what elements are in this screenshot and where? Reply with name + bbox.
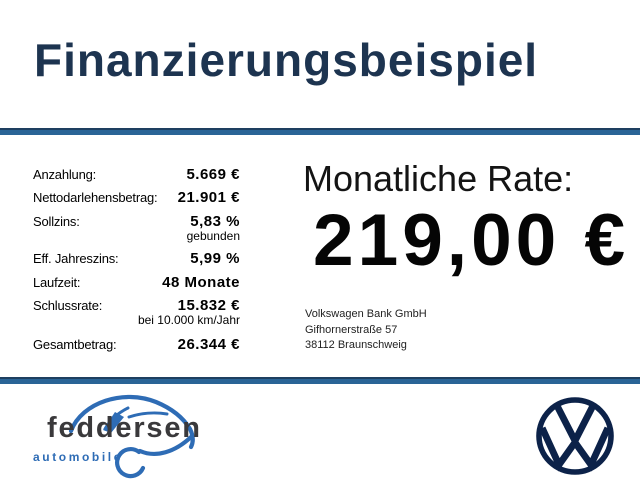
car-sketch-icon (68, 394, 195, 479)
row-value: 48 Monate (162, 274, 240, 291)
row-label: Sollzins: (33, 214, 80, 229)
page-title: Finanzierungsbeispiel (34, 34, 539, 86)
dealer-logo: feddersen automobile (33, 394, 202, 479)
row-value: 5.669 € (186, 166, 240, 183)
row-value: 26.344 € (177, 336, 240, 353)
bank-address-line: Gifhornerstraße 57 (305, 323, 398, 336)
monthly-rate-label: Monatliche Rate: (303, 158, 574, 199)
row-label: Laufzeit: (33, 275, 81, 290)
row-note-km-jahr: bei 10.000 km/Jahr (137, 313, 240, 327)
vw-logo-icon (536, 397, 614, 475)
finance-row-gesamtbetrag: Gesamtbetrag: 26.344 € (33, 336, 240, 354)
finance-row-nettodarlehensbetrag: Nettodarlehensbetrag: 21.901 € (33, 189, 240, 207)
dealer-name: feddersen (47, 412, 202, 444)
monthly-rate-value: 219,00 € (313, 200, 630, 281)
finance-row-anzahlung: Anzahlung: 5.669 € (33, 166, 240, 184)
bottom-divider (0, 377, 640, 384)
row-value: 15.832 € (177, 297, 240, 314)
finance-details-table: Anzahlung: 5.669 € Nettodarlehensbetrag:… (33, 166, 240, 354)
row-label: Anzahlung: (33, 167, 97, 182)
row-value: 21.901 € (177, 189, 240, 206)
finance-row-schlussrate: Schlussrate: 15.832 € (33, 297, 240, 315)
dealer-subline: automobile (33, 450, 123, 464)
row-label: Schlussrate: (33, 298, 103, 313)
row-value: 5,99 % (190, 250, 240, 267)
finance-row-sollzins: Sollzins: 5,83 % (33, 213, 240, 231)
bank-address-line: 38112 Braunschweig (305, 339, 407, 351)
row-label: Nettodarlehensbetrag: (33, 190, 158, 205)
finance-row-laufzeit: Laufzeit: 48 Monate (33, 274, 240, 292)
row-label: Eff. Jahreszins: (33, 251, 119, 266)
car-window-shape (103, 412, 124, 433)
bank-address-line: Volkswagen Bank GmbH (305, 308, 427, 320)
row-value: 5,83 % (190, 213, 240, 230)
bank-address: Volkswagen Bank GmbH Gifhornerstraße 57 … (305, 307, 427, 354)
row-label: Gesamtbetrag: (33, 337, 117, 352)
row-note-gebunden: gebunden (186, 229, 240, 243)
finance-row-eff-jahreszins: Eff. Jahreszins: 5,99 % (33, 250, 240, 268)
top-divider (0, 128, 640, 135)
